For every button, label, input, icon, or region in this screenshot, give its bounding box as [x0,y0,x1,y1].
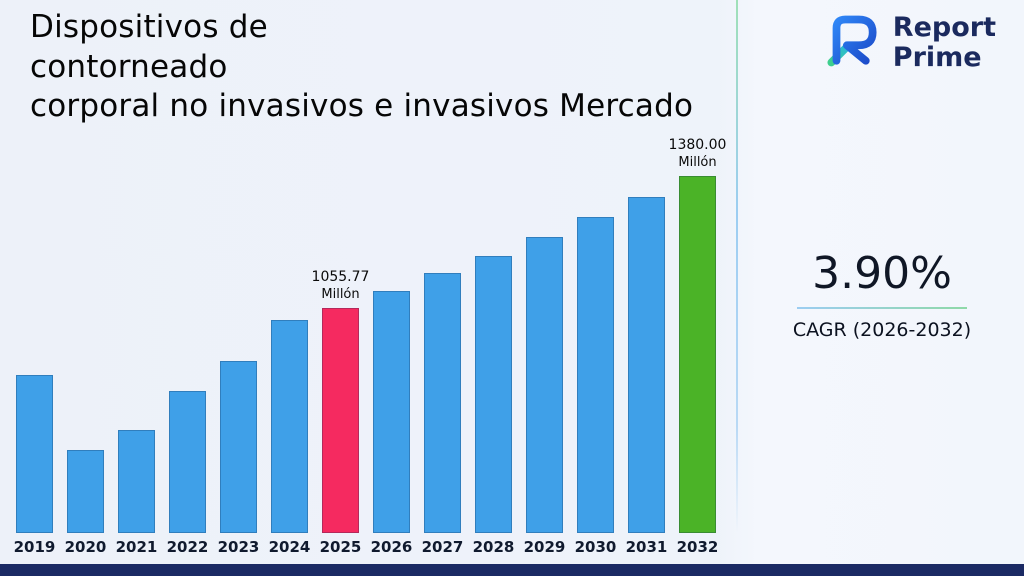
bar-2019 [16,375,53,533]
bar-column-2028: 2028 [472,136,515,556]
report-prime-logo-text: Report Prime [893,13,996,72]
cagr-underline [797,307,967,309]
report-prime-logo-icon [821,12,883,74]
x-axis-label-2027: 2027 [421,538,464,556]
title-line-1: Dispositivos de [30,9,268,45]
bar-column-2022: 2022 [166,136,209,556]
logo-text-prime: Prime [892,42,982,73]
bar-column-2031: 2031 [625,136,668,556]
bar-column-2032: 1380.00 Millón 2032 [669,136,727,556]
logo-text-report: Report [892,12,996,44]
report-prime-logo: Report Prime [821,12,996,74]
x-axis-label-2021: 2021 [115,538,158,556]
bottom-accent-bar [0,564,1024,576]
bar-column-2029: 2029 [523,136,566,556]
bar-2020 [67,450,104,533]
bar-2029 [526,237,563,533]
bar-column-2030: 2030 [574,136,617,556]
bar-column-2023: 2023 [217,136,260,556]
bar-2022 [169,391,206,533]
x-axis-label-2022: 2022 [166,538,209,556]
cagr-panel: 3.90% CAGR (2026-2032) [752,248,1012,341]
page-title: Dispositivos de contorneado corporal no … [30,8,693,127]
bar-2025 [322,308,359,533]
bar-column-2025: 1055.77 Millón 2025 [312,136,370,556]
cagr-label: CAGR (2026-2032) [792,319,972,341]
bar-column-2021: 2021 [115,136,158,556]
bar-value-label-2025: 1055.77 Millón [311,269,370,302]
x-axis-label-2031: 2031 [625,538,668,556]
x-axis-label-2023: 2023 [217,538,260,556]
x-axis-label-2032: 2032 [676,538,719,556]
x-axis-label-2020: 2020 [64,538,107,556]
bar-2031 [628,197,665,533]
bar-column-2026: 2026 [370,136,413,556]
bar-2021 [118,430,155,533]
x-axis-label-2024: 2024 [268,538,311,556]
x-axis-label-2025: 2025 [319,538,362,556]
bar-2030 [577,217,614,533]
bar-column-2027: 2027 [421,136,464,556]
x-axis-label-2019: 2019 [13,538,56,556]
vertical-divider [736,0,738,533]
title-line-3: corporal no invasivos e invasivos Mercad… [30,88,694,125]
title-line-2: contorneado [30,48,228,85]
bar-chart: 2019 2020 2021 2022 2023 2024 1055.77 Millón 202… [13,136,727,556]
bar-value-label-2032: 1380.00 Millón [668,137,727,170]
bar-2027 [424,273,461,533]
bar-2024 [271,320,308,533]
cagr-value: 3.90% [812,248,952,299]
bar-column-2019: 2019 [13,136,56,556]
bar-2032 [679,176,716,533]
x-axis-label-2026: 2026 [370,538,413,556]
bar-column-2020: 2020 [64,136,107,556]
bar-column-2024: 2024 [268,136,311,556]
x-axis-label-2029: 2029 [523,538,566,556]
bar-2028 [475,256,512,533]
bar-2026 [373,291,410,533]
x-axis-label-2030: 2030 [574,538,617,556]
bar-2023 [220,361,257,533]
x-axis-label-2028: 2028 [472,538,515,556]
